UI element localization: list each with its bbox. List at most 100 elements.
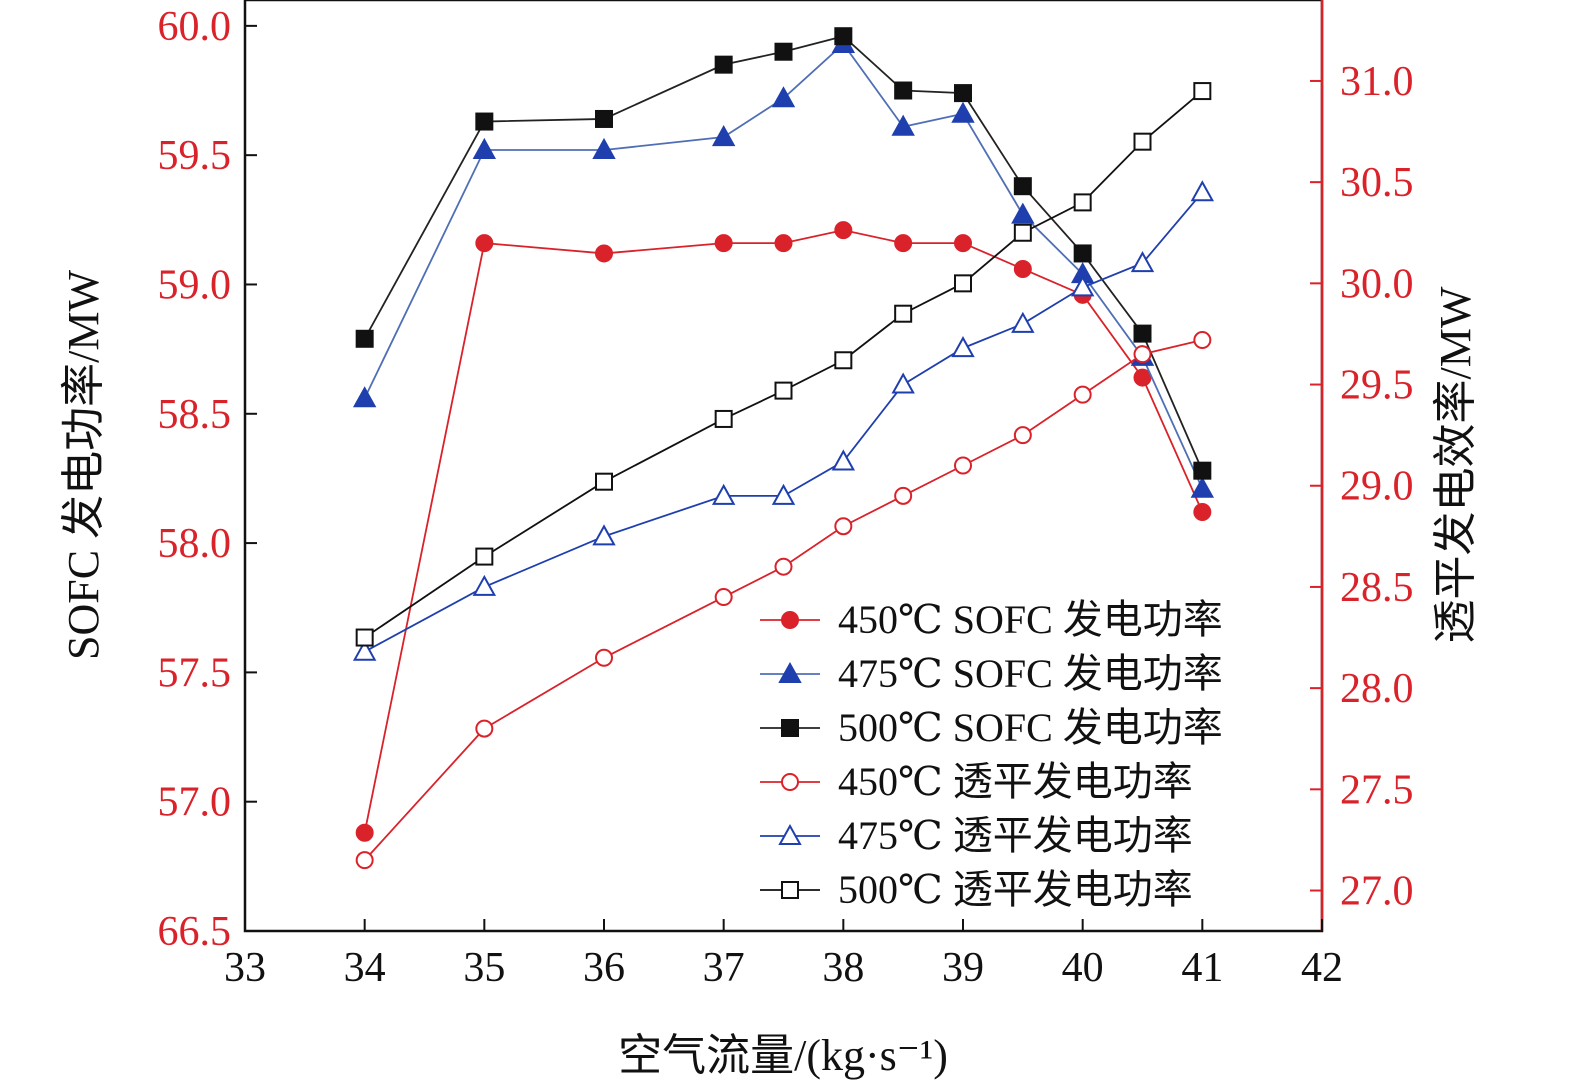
data-point (714, 409, 733, 428)
data-point (831, 449, 856, 471)
data-point (1130, 251, 1155, 273)
data-point (714, 55, 733, 74)
data-point (951, 101, 975, 123)
series-5 (352, 180, 1215, 661)
data-point (834, 221, 853, 240)
data-point (1133, 345, 1152, 364)
x-tick-label: 42 (1301, 945, 1343, 991)
data-point (355, 823, 374, 842)
data-point (1013, 426, 1032, 445)
data-point (1013, 223, 1032, 242)
y-left-tick-label: 57.0 (158, 780, 232, 826)
legend-swatch-marker (778, 823, 802, 845)
legend-item: 475℃ SOFC 发电功率 (760, 651, 1223, 696)
data-point (834, 27, 853, 46)
legend-label: 500℃ 透平发电功率 (838, 867, 1193, 912)
data-point (954, 234, 972, 253)
data-point (355, 851, 374, 870)
legend-swatch-marker (781, 881, 799, 899)
data-point (774, 234, 793, 253)
y-right-tick-label: 28.5 (1340, 565, 1414, 611)
data-point (595, 244, 613, 263)
data-point (595, 109, 613, 128)
x-tick-label: 39 (942, 945, 984, 991)
series-6 (355, 82, 1212, 647)
data-point (954, 84, 972, 103)
legend: 450℃ SOFC 发电功率 475℃ SOFC 发电功率 500℃ SOFC 发电… (760, 597, 1223, 912)
data-point (834, 351, 853, 370)
x-tick-label: 34 (344, 945, 386, 991)
legend-item: 500℃ SOFC 发电功率 (760, 705, 1223, 750)
data-point (1073, 193, 1092, 212)
legend-label: 450℃ 透平发电功率 (838, 759, 1193, 804)
data-point (711, 483, 736, 505)
y-right-tick-label: 28.0 (1340, 666, 1414, 712)
data-point (355, 628, 374, 647)
data-point (894, 304, 913, 323)
data-point (771, 483, 796, 505)
data-point (352, 639, 377, 661)
y-right-tick-label: 30.5 (1340, 160, 1414, 206)
y-left-tick-label: 66.5 (158, 909, 232, 955)
data-point (774, 557, 793, 576)
x-tick-label: 37 (703, 945, 745, 991)
data-point (1190, 180, 1215, 202)
series-line (364, 191, 1204, 653)
data-point (714, 588, 733, 607)
x-tick-label: 35 (463, 945, 505, 991)
y-axis-left-title: SOFC 发电功率/MW (59, 270, 108, 660)
series-line (363, 42, 1204, 490)
data-point (894, 486, 913, 505)
series-3 (355, 27, 1212, 480)
y-left-tick-label: 58.0 (158, 521, 232, 567)
data-point (592, 524, 616, 546)
series-line (364, 90, 1203, 639)
data-point (1070, 275, 1095, 297)
data-point (954, 456, 972, 475)
series-line (363, 35, 1204, 472)
data-point (1193, 82, 1212, 101)
series-line (364, 339, 1203, 861)
data-point (475, 112, 494, 131)
y-right-tick-label: 27.5 (1340, 767, 1414, 813)
data-point (1133, 132, 1152, 151)
data-point (1073, 244, 1092, 263)
data-point (1011, 311, 1035, 333)
legend-item: 450℃ SOFC 发电功率 (760, 597, 1223, 642)
y-left-tick-label: 57.5 (158, 650, 232, 696)
data-point (475, 719, 494, 738)
data-point (1011, 202, 1035, 224)
x-tick-label: 38 (822, 945, 864, 991)
data-point (472, 137, 497, 159)
data-point (1013, 177, 1032, 196)
x-tick-label: 33 (224, 945, 266, 991)
data-point (951, 336, 975, 358)
data-point (834, 517, 853, 536)
data-point (1133, 324, 1152, 343)
data-point (771, 86, 796, 108)
legend-item: 500℃ 透平发电功率 (760, 867, 1193, 912)
data-point (1073, 385, 1092, 404)
y-right-tick-label: 29.5 (1340, 363, 1414, 409)
data-point (954, 274, 972, 293)
y-right-tick-label: 27.0 (1340, 869, 1414, 915)
y-right-tick-label: 31.0 (1340, 59, 1414, 105)
legend-swatch-marker (781, 719, 799, 737)
y-left-tick-label: 59.5 (158, 133, 232, 179)
data-point (714, 234, 733, 253)
data-point (774, 381, 793, 400)
data-point (1133, 368, 1152, 387)
legend-item: 450℃ 透平发电功率 (760, 759, 1193, 804)
y-left-tick-label: 59.0 (158, 262, 232, 308)
y-left-tick-label: 60.0 (158, 4, 232, 50)
data-point (1193, 503, 1212, 522)
x-tick-label: 36 (583, 945, 625, 991)
series-4 (355, 331, 1212, 870)
legend-item: 475℃ 透平发电功率 (760, 813, 1193, 858)
legend-swatch-marker (781, 773, 799, 791)
legend-label: 500℃ SOFC 发电功率 (838, 705, 1223, 750)
legend-label: 475℃ 透平发电功率 (838, 813, 1193, 858)
series-layer (352, 27, 1215, 870)
